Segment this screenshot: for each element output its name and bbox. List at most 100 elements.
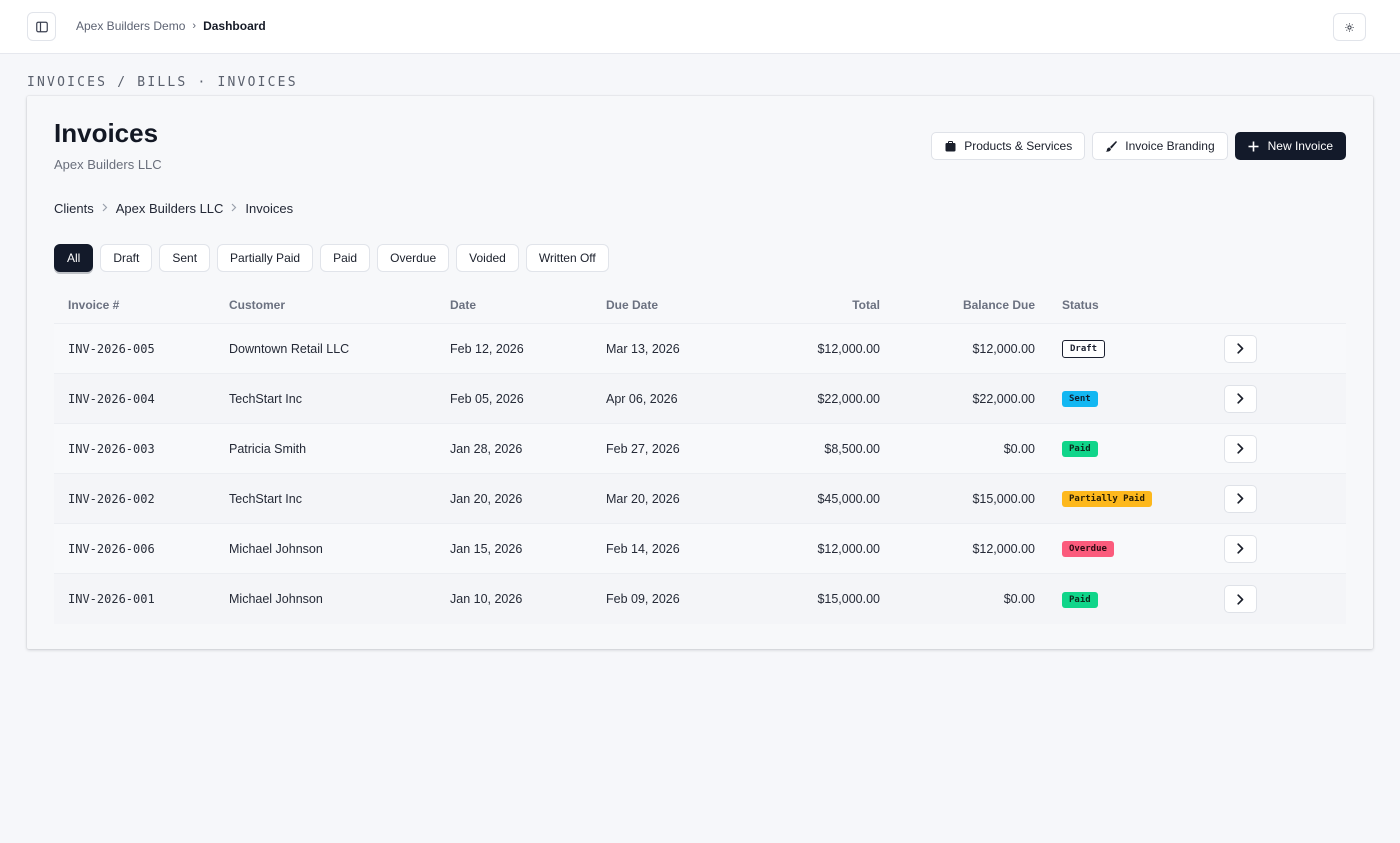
table-row[interactable]: INV-2026-005 Downtown Retail LLC Feb 12,… [54, 324, 1346, 374]
chevron-right-icon [1237, 393, 1244, 404]
column-header-date[interactable]: Date [450, 297, 477, 312]
status-badge: Sent [1062, 391, 1098, 407]
sidebar-toggle-button[interactable] [27, 12, 56, 41]
invoices-card: Invoices Apex Builders LLC Products & Se… [27, 96, 1373, 649]
filter-voided[interactable]: Voided [456, 244, 519, 272]
invoice-due-date: Mar 13, 2026 [606, 341, 680, 356]
theme-toggle-button[interactable] [1333, 13, 1366, 41]
column-header-balance-due[interactable]: Balance Due [962, 297, 1035, 312]
chevron-right-icon [1237, 543, 1244, 554]
invoice-actions-cell [1224, 334, 1284, 363]
breadcrumb-current: Dashboard [203, 19, 266, 33]
breadcrumb-clients-link[interactable]: Clients [54, 201, 94, 216]
invoice-customer: Downtown Retail LLC [229, 341, 350, 356]
filter-written-off[interactable]: Written Off [525, 244, 609, 272]
chevron-right-icon [231, 203, 237, 215]
view-invoice-button[interactable] [1224, 384, 1257, 413]
invoice-total: $12,000.00 [817, 341, 880, 356]
invoice-due-date: Feb 09, 2026 [606, 592, 680, 606]
invoice-due-date: Feb 14, 2026 [606, 541, 680, 556]
filter-overdue[interactable]: Overdue [377, 244, 450, 272]
invoice-total: $22,000.00 [817, 391, 880, 406]
sidebar-panel-icon [35, 21, 48, 32]
invoice-customer: Patricia Smith [229, 441, 307, 456]
table-row[interactable]: INV-2026-003 Patricia Smith Jan 28, 2026… [54, 424, 1346, 474]
invoice-total: $8,500.00 [824, 441, 880, 456]
invoice-due-date: Mar 20, 2026 [606, 491, 680, 506]
status-badge: Overdue [1062, 541, 1114, 557]
table-header: Invoice # Customer Date Due Date Total B… [54, 286, 1346, 324]
chevron-right-icon [1237, 593, 1244, 605]
table-row[interactable]: INV-2026-002 TechStart Inc Jan 20, 2026 … [54, 474, 1346, 524]
invoice-total: $12,000.00 [817, 541, 880, 556]
invoice-balance-due: $15,000.00 [972, 491, 1035, 506]
new-invoice-label: New Invoice [1267, 139, 1333, 153]
status-filter-tabs: All Draft Sent Partially Paid Paid Overd… [54, 244, 609, 272]
view-invoice-button[interactable] [1224, 334, 1257, 363]
invoice-balance-due: $12,000.00 [972, 541, 1035, 556]
products-services-button[interactable]: Products & Services [931, 132, 1086, 160]
invoice-status-cell: Paid [1035, 440, 1224, 457]
package-icon [944, 140, 956, 152]
invoice-number: INV-2026-001 [68, 592, 155, 606]
invoice-actions-cell [1224, 484, 1284, 513]
invoice-actions-cell [1224, 585, 1284, 613]
invoice-customer: TechStart Inc [229, 491, 302, 506]
column-header-customer[interactable]: Customer [229, 297, 286, 312]
invoice-number: INV-2026-006 [68, 541, 155, 556]
chevron-right-icon [1237, 493, 1244, 504]
filter-sent[interactable]: Sent [159, 244, 211, 272]
invoice-actions-cell [1224, 534, 1284, 563]
invoice-actions-cell [1224, 434, 1284, 463]
invoice-actions-cell [1224, 384, 1284, 413]
invoice-date: Jan 20, 2026 [450, 491, 523, 506]
chevron-right-icon [1237, 443, 1244, 454]
column-header-total[interactable]: Total [852, 297, 880, 312]
sun-icon [1345, 22, 1354, 32]
invoice-status-cell: Partially Paid [1035, 490, 1224, 507]
invoice-branding-label: Invoice Branding [1125, 139, 1215, 153]
filter-draft[interactable]: Draft [100, 244, 153, 272]
breadcrumb-org-link[interactable]: Apex Builders Demo [76, 19, 186, 33]
invoice-due-date: Feb 27, 2026 [606, 441, 680, 456]
status-badge: Draft [1062, 339, 1106, 358]
filter-all[interactable]: All [54, 244, 94, 272]
new-invoice-button[interactable]: New Invoice [1234, 132, 1346, 160]
invoice-number: INV-2026-002 [68, 491, 155, 506]
invoice-balance-due: $0.00 [1003, 592, 1035, 606]
invoice-date: Feb 05, 2026 [450, 391, 524, 406]
view-invoice-button[interactable] [1224, 434, 1257, 463]
page-subtitle: Apex Builders LLC [54, 157, 162, 172]
table-row[interactable]: INV-2026-004 TechStart Inc Feb 05, 2026 … [54, 374, 1346, 424]
products-services-label: Products & Services [964, 139, 1073, 153]
section-label: INVOICES / BILLS · INVOICES [27, 75, 298, 90]
top-bar: Apex Builders Demo › Dashboard [0, 0, 1400, 54]
table-row[interactable]: INV-2026-006 Michael Johnson Jan 15, 202… [54, 524, 1346, 574]
invoice-balance-due: $12,000.00 [972, 341, 1035, 356]
invoice-number: INV-2026-004 [68, 391, 155, 406]
column-header-invoice-number[interactable]: Invoice # [68, 297, 120, 312]
invoice-number: INV-2026-005 [68, 341, 155, 356]
plus-icon [1248, 140, 1260, 152]
invoice-total: $15,000.00 [817, 592, 880, 606]
breadcrumb-client-link[interactable]: Apex Builders LLC [115, 201, 224, 216]
column-header-status[interactable]: Status [1062, 297, 1099, 312]
filter-paid[interactable]: Paid [320, 244, 371, 272]
table-body: INV-2026-005 Downtown Retail LLC Feb 12,… [54, 324, 1346, 624]
column-header-due-date[interactable]: Due Date [606, 297, 659, 312]
invoice-due-date: Apr 06, 2026 [606, 391, 678, 406]
invoice-date: Feb 12, 2026 [450, 341, 524, 356]
chevron-right-icon [1237, 343, 1244, 354]
view-invoice-button[interactable] [1224, 484, 1257, 513]
invoice-branding-button[interactable]: Invoice Branding [1092, 132, 1228, 160]
brush-icon [1105, 140, 1118, 152]
invoice-status-cell: Sent [1035, 390, 1224, 407]
view-invoice-button[interactable] [1224, 585, 1257, 613]
table-row[interactable]: INV-2026-001 Michael Johnson Jan 10, 202… [54, 574, 1346, 624]
page-title: Invoices [54, 118, 159, 148]
top-breadcrumb: Apex Builders Demo › Dashboard [76, 19, 266, 33]
invoice-total: $45,000.00 [817, 491, 880, 506]
filter-partially-paid[interactable]: Partially Paid [217, 244, 314, 272]
status-badge: Paid [1062, 441, 1098, 457]
view-invoice-button[interactable] [1224, 534, 1257, 563]
